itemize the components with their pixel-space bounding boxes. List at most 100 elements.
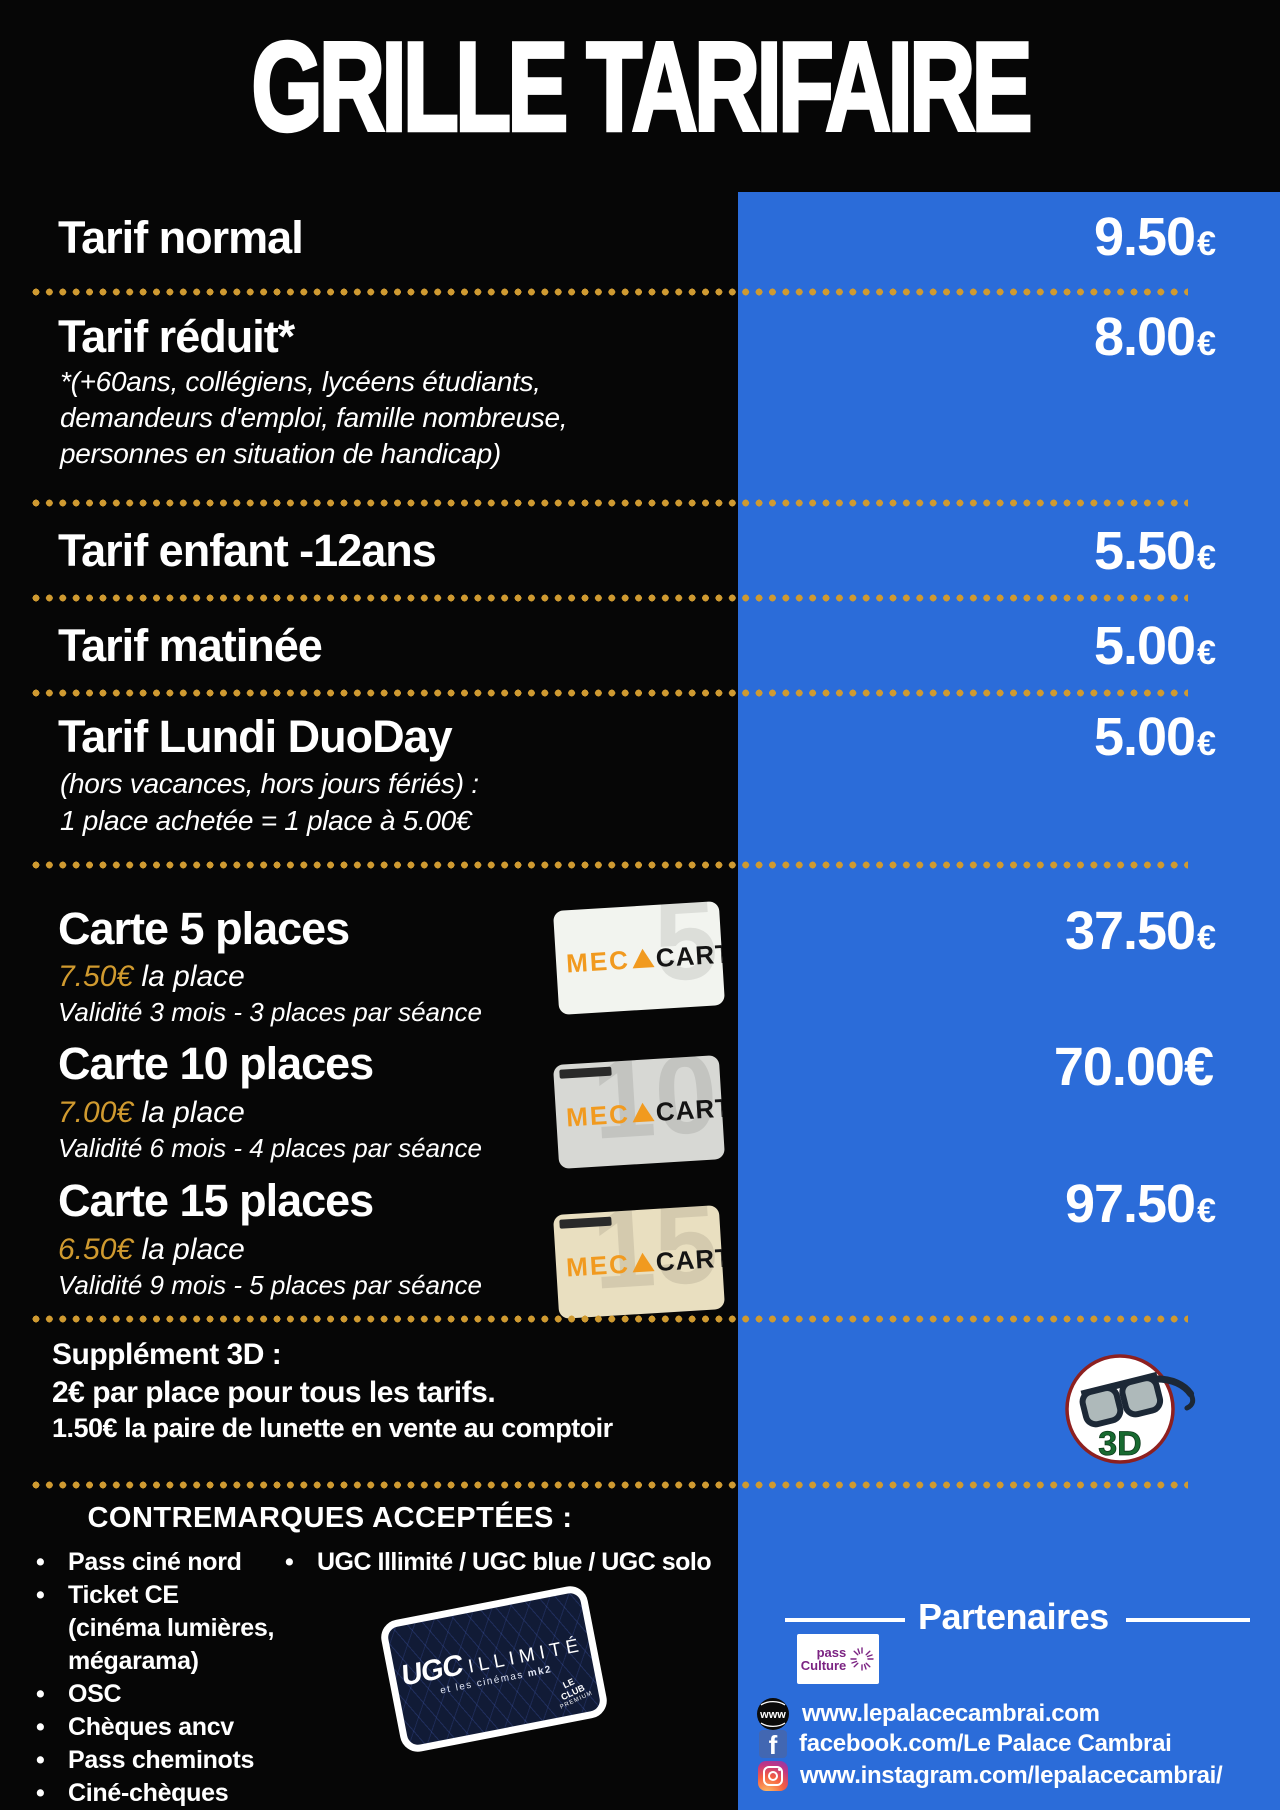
badge-3d-text: 3D <box>1098 1425 1141 1463</box>
supplement-3d-line-2: 1.50€ la paire de lunette en vente au co… <box>52 1413 613 1443</box>
bullet: • <box>36 1779 45 1807</box>
euro-symbol: € <box>1197 1192 1216 1230</box>
meca-carte-10-image: 10 MEC CARTE <box>552 1055 726 1169</box>
logo-carte: CARTE <box>654 937 726 973</box>
tariff-duoday-note-2: 1 place achetée = 1 place à 5.00€ <box>60 805 472 836</box>
carte-5-price: 37.50€ <box>1064 901 1216 961</box>
camera-lens <box>768 1771 778 1781</box>
facebook-link[interactable]: f facebook.com/Le Palace Cambrai <box>759 1730 1172 1758</box>
bullet <box>36 1648 68 1675</box>
dotted-divider <box>32 861 1188 869</box>
tariff-normal-label: Tarif normal <box>58 212 304 263</box>
triangle-icon <box>631 1252 655 1273</box>
logo-carte: CARTE <box>654 1091 726 1127</box>
tariff-enfant-price: 5.50€ <box>1093 521 1216 581</box>
pass-culture-starburst-icon <box>850 1647 874 1671</box>
carte-15-unit-price: 6.50€ la place <box>58 1233 245 1267</box>
tariff-duoday-price: 5.00€ <box>1093 707 1216 767</box>
www-icon-label: www <box>759 1709 786 1721</box>
price-column-background <box>738 192 1280 1810</box>
list-item: • Ticket CE <box>36 1582 179 1609</box>
euro-symbol: € <box>1197 634 1216 672</box>
meca-carte-15-image: 15 MEC CARTE <box>552 1205 726 1319</box>
price-value: 8.00 <box>1093 307 1196 367</box>
pass-culture-text: pass Culture <box>801 1646 847 1672</box>
carte-10-validity: Validité 6 mois - 4 places par séance <box>58 1133 482 1163</box>
dotted-divider <box>32 499 1188 507</box>
price-value: 97.50 <box>1064 1174 1196 1234</box>
contremarques-heading: CONTREMARQUES ACCEPTÉES : <box>87 1502 573 1534</box>
list-item-label: UGC Illimité / UGC blue / UGC solo <box>317 1548 712 1576</box>
bullet: • <box>36 1746 45 1774</box>
carte-10-unit-price: 7.00€ la place <box>58 1096 245 1130</box>
tariff-reduit-note-2: demandeurs d'emploi, famille nombreuse, <box>60 402 568 433</box>
bullet: • <box>36 1581 45 1609</box>
camera-outline <box>763 1766 783 1786</box>
price-value: 37.50 <box>1064 901 1196 961</box>
list-item: mégarama) <box>36 1648 199 1675</box>
carte-5-label: Carte 5 places <box>58 903 350 954</box>
list-item: • OSC <box>36 1680 122 1708</box>
meca-carte-5-image: 5 MEC CARTE <box>552 901 726 1015</box>
ugc-illimite-card-image: UGC ILLIMITÉ et les cinémas mk2 LE CLUB P… <box>378 1583 610 1755</box>
price-value: 70.00€ <box>1053 1037 1214 1097</box>
globe-www-icon: www <box>757 1698 789 1730</box>
bullet: • <box>36 1713 45 1741</box>
euro-symbol: € <box>1197 725 1216 763</box>
pass-culture-logo: pass Culture <box>797 1634 879 1684</box>
price-value: 5.50 <box>1093 521 1196 581</box>
instagram-url: www.instagram.com/lepalacecambrai/ <box>800 1762 1223 1789</box>
instagram-link[interactable]: www.instagram.com/lepalacecambrai/ <box>758 1761 1223 1791</box>
tariff-enfant-label: Tarif enfant -12ans <box>58 525 437 576</box>
camera-flash-dot <box>778 1768 781 1771</box>
heading-rule-right <box>1126 1618 1250 1622</box>
price-value: 5.00 <box>1093 707 1196 767</box>
ugc-club-premium: LE CLUB PREMIUM <box>550 1672 594 1711</box>
tariff-reduit-note-1: *(+60ans, collégiens, lycéens étudiants, <box>60 366 541 397</box>
tariff-reduit-label: Tarif réduit* <box>58 311 295 362</box>
pass-culture-line2: Culture <box>800 1658 847 1673</box>
bullet: • <box>36 1548 45 1576</box>
heading-rule-left <box>785 1618 905 1622</box>
logo-mec: MEC <box>565 944 631 979</box>
page-title: GRILLE TARIFAIRE <box>250 16 1034 160</box>
3d-glasses-badge: 3D <box>1065 1354 1196 1464</box>
carte-5-unit-price: 7.50€ la place <box>58 960 245 994</box>
price-value: 5.00 <box>1093 616 1196 676</box>
tariff-reduit-price: 8.00€ <box>1093 307 1216 367</box>
list-item-label: (cinéma lumières, <box>68 1614 275 1642</box>
unit-price-value: 6.50€ <box>58 1233 134 1266</box>
partners-heading: Partenaires <box>918 1596 1109 1637</box>
euro-symbol: € <box>1197 225 1216 263</box>
list-item-label: Ciné-chèques <box>68 1779 229 1807</box>
euro-symbol: € <box>1197 539 1216 577</box>
unit-price-suffix: la place <box>133 1233 245 1266</box>
euro-symbol: € <box>1197 325 1216 363</box>
list-item-label: Pass cheminots <box>68 1746 255 1774</box>
facebook-icon: f <box>759 1730 787 1758</box>
carte-15-price: 97.50€ <box>1064 1174 1216 1234</box>
list-item: • Chèques ancv <box>36 1714 234 1741</box>
unit-price-value: 7.00€ <box>58 1096 134 1129</box>
list-item-label: OSC <box>68 1680 122 1708</box>
bullet <box>36 1615 68 1642</box>
carte-10-price: 70.00€ <box>1054 1040 1215 1094</box>
list-item: • Ciné-chèques <box>36 1779 229 1807</box>
bullet: • <box>36 1680 45 1708</box>
tariff-duoday-label: Tarif Lundi DuoDay <box>58 711 453 762</box>
website-link[interactable]: www www.lepalacecambrai.com <box>756 1697 1100 1731</box>
list-item-ugc: • UGC Illimité / UGC blue / UGC solo <box>285 1548 712 1576</box>
tariff-duoday-note-1: (hors vacances, hors jours fériés) : <box>60 768 479 799</box>
list-item-label: Pass ciné nord <box>68 1548 242 1576</box>
carte-5-validity: Validité 3 mois - 3 places par séance <box>58 997 482 1027</box>
instagram-icon <box>758 1761 788 1791</box>
price-value: 9.50 <box>1093 207 1196 267</box>
triangle-icon <box>631 948 655 969</box>
bullet: • <box>285 1548 294 1576</box>
list-item: (cinéma lumières, <box>36 1615 274 1642</box>
euro-symbol: € <box>1197 919 1216 957</box>
logo-mec: MEC <box>565 1248 631 1283</box>
tariff-reduit-note-3: personnes en situation de handicap) <box>60 438 501 469</box>
list-item: • Pass cheminots <box>36 1747 254 1774</box>
